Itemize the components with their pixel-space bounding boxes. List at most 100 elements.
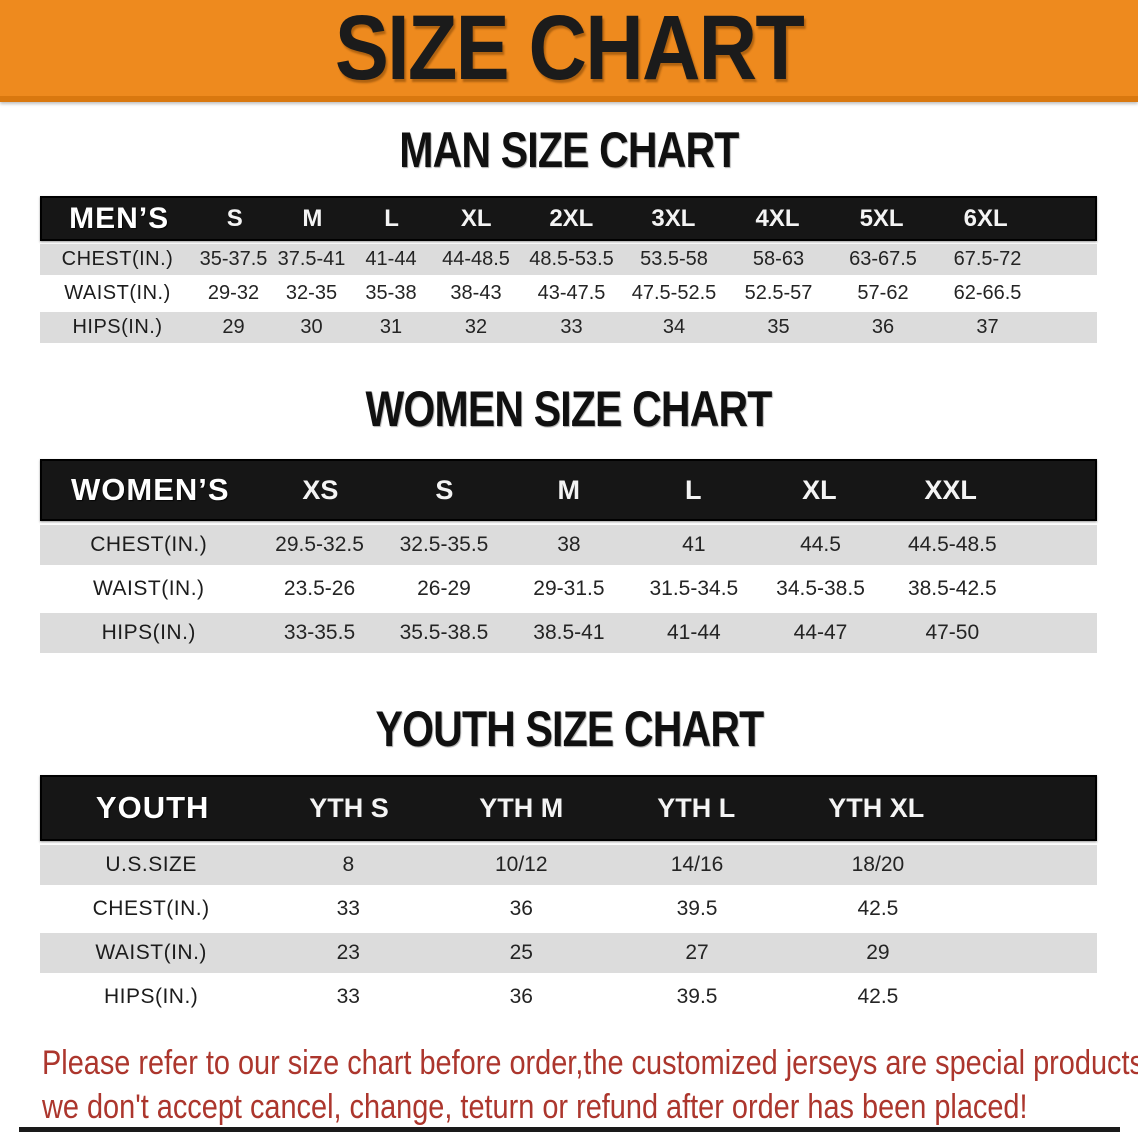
- table-row: CHEST(IN.) 29.5-32.5 32.5-35.5 38 41 44.5 44.5…: [40, 525, 1097, 565]
- size-header-cell: 4XL: [755, 204, 800, 232]
- value-cell: 33: [336, 897, 360, 920]
- value-cell: 44.5-48.5: [907, 533, 997, 556]
- table-title-cell: WOMEN’S: [71, 472, 230, 507]
- table-header-row: YOUTH YTH S YTH M YTH L YTH XL: [40, 775, 1097, 841]
- table-header-row: WOMEN’S XS S M L XL XXL: [40, 459, 1097, 521]
- youth-section-heading: YOUTH SIZE CHART: [0, 701, 1138, 757]
- value-cell: 34: [662, 316, 686, 338]
- row-label-cell: HIPS(IN.): [101, 621, 196, 644]
- value-cell: 37: [976, 316, 999, 338]
- size-header-cell: YTH L: [657, 792, 736, 823]
- value-cell: 38: [557, 533, 581, 556]
- value-cell: 10/12: [494, 853, 548, 876]
- value-cell: 35.5-38.5: [399, 621, 489, 644]
- bottom-edge-strip: [19, 1127, 1120, 1132]
- size-header-cell: S: [226, 204, 243, 232]
- table-row: WAIST(IN.) 29-32 32-35 35-38 38-43 43-47.5 47.…: [40, 278, 1097, 309]
- value-cell: 33: [336, 985, 360, 1008]
- size-header-cell: L: [384, 204, 399, 232]
- size-header-cell: XS: [302, 474, 339, 505]
- row-label-cell: U.S.SIZE: [105, 853, 197, 876]
- disclaimer-line: we don't accept cancel, change, teturn o…: [42, 1085, 1138, 1129]
- youth-section-heading-text: YOUTH SIZE CHART: [375, 701, 764, 757]
- value-cell: 39.5: [676, 897, 718, 920]
- size-header-cell: YTH M: [479, 792, 564, 823]
- value-cell: 38.5-41: [533, 621, 605, 644]
- value-cell: 23.5-26: [283, 577, 356, 600]
- value-cell: 42.5: [857, 897, 899, 920]
- size-header-cell: 2XL: [549, 204, 594, 232]
- men-section-heading: MAN SIZE CHART: [0, 122, 1138, 178]
- value-cell: 36: [509, 985, 533, 1008]
- section-men: MAN SIZE CHART MEN’S S M L XL 2XL 3XL 4XL 5XL 6XL…: [0, 122, 1138, 343]
- value-cell: 34.5-38.5: [776, 577, 865, 600]
- value-cell: 35: [767, 316, 790, 338]
- value-cell: 25: [509, 941, 533, 964]
- value-cell: 38.5-42.5: [907, 577, 997, 600]
- size-header-cell: XL: [802, 474, 837, 505]
- table-row: WAIST(IN.) 23 25 27 29: [40, 933, 1097, 973]
- value-cell: 41-44: [667, 621, 721, 644]
- value-cell: 47-50: [925, 621, 980, 644]
- youth-size-table: YOUTH YTH S YTH M YTH L YTH XL U.S.SIZE 8 10/12…: [40, 775, 1097, 1017]
- value-cell: 33: [560, 316, 583, 338]
- value-cell: 30: [300, 316, 323, 338]
- value-cell: 26-29: [417, 577, 471, 600]
- disclaimer-line-2: we don't accept cancel, change, teturn o…: [42, 1088, 1028, 1126]
- section-youth: YOUTH SIZE CHART YOUTH YTH S YTH M YTH L YTH…: [0, 701, 1138, 1017]
- table-title-cell: YOUTH: [95, 790, 210, 825]
- table-row: CHEST(IN.) 33 36 39.5 42.5: [40, 889, 1097, 929]
- table-header-row: MEN’S S M L XL 2XL 3XL 4XL 5XL 6XL: [40, 196, 1097, 241]
- value-cell: 33-35.5: [283, 621, 356, 644]
- value-cell: 32: [464, 316, 488, 338]
- value-cell: 23: [336, 941, 360, 964]
- size-header-cell: XL: [460, 204, 492, 232]
- value-cell: 41-44: [365, 248, 417, 270]
- size-header-cell: YTH S: [309, 792, 389, 823]
- size-header-cell: L: [684, 474, 702, 505]
- value-cell: 38-43: [450, 282, 502, 304]
- women-size-table: WOMEN’S XS S M L XL XXL CHEST(IN.) 29.5-32.5 32.5…: [40, 459, 1097, 653]
- disclaimer: Please refer to our size chart before or…: [42, 1041, 1138, 1129]
- value-cell: 39.5: [676, 985, 718, 1008]
- row-label-cell: HIPS(IN.): [103, 985, 199, 1008]
- women-section-heading: WOMEN SIZE CHART: [0, 381, 1138, 437]
- row-label-cell: HIPS(IN.): [72, 316, 163, 338]
- value-cell: 44-47: [793, 621, 848, 644]
- value-cell: 52.5-57: [744, 282, 813, 304]
- value-cell: 35-38: [365, 282, 417, 304]
- women-section-heading-text: WOMEN SIZE CHART: [366, 381, 773, 437]
- row-label-cell: CHEST(IN.): [61, 248, 174, 270]
- table-title-cell: MEN’S: [69, 201, 170, 235]
- table-row: HIPS(IN.) 33-35.5 35.5-38.5 38.5-41 41-44 44-…: [40, 613, 1097, 653]
- size-header-cell: M: [302, 204, 323, 232]
- disclaimer-line-1: Please refer to our size chart before or…: [42, 1044, 1138, 1082]
- value-cell: 29-31.5: [533, 577, 605, 600]
- value-cell: 27: [685, 941, 709, 964]
- value-cell: 29-32: [207, 282, 260, 304]
- value-cell: 47.5-52.5: [631, 282, 717, 304]
- value-cell: 41: [682, 533, 706, 556]
- value-cell: 42.5: [857, 985, 899, 1008]
- value-cell: 58-63: [752, 248, 805, 270]
- table-row: HIPS(IN.) 29 30 31 32 33 34 35 36 37: [40, 312, 1097, 343]
- value-cell: 53.5-58: [640, 248, 708, 270]
- banner: SIZE CHART: [0, 0, 1138, 102]
- size-header-cell: 5XL: [859, 204, 904, 232]
- size-header-cell: 6XL: [963, 204, 1008, 232]
- banner-title: SIZE CHART: [334, 0, 805, 99]
- value-cell: 32-35: [285, 282, 338, 304]
- value-cell: 37.5-41: [277, 248, 346, 270]
- value-cell: 62-66.5: [953, 282, 1022, 304]
- value-cell: 29: [866, 941, 890, 964]
- size-header-cell: S: [435, 474, 454, 505]
- disclaimer-line: Please refer to our size chart before or…: [42, 1041, 1138, 1085]
- size-header-cell: 3XL: [651, 204, 696, 232]
- table-row: HIPS(IN.) 33 36 39.5 42.5: [40, 977, 1097, 1017]
- row-label-cell: WAIST(IN.): [64, 282, 171, 304]
- row-label-cell: WAIST(IN.): [95, 941, 207, 964]
- size-header-cell: YTH XL: [828, 792, 925, 823]
- men-size-table: MEN’S S M L XL 2XL 3XL 4XL 5XL 6XL CHEST(IN.) 35-37…: [40, 196, 1097, 343]
- value-cell: 43-47.5: [537, 282, 606, 304]
